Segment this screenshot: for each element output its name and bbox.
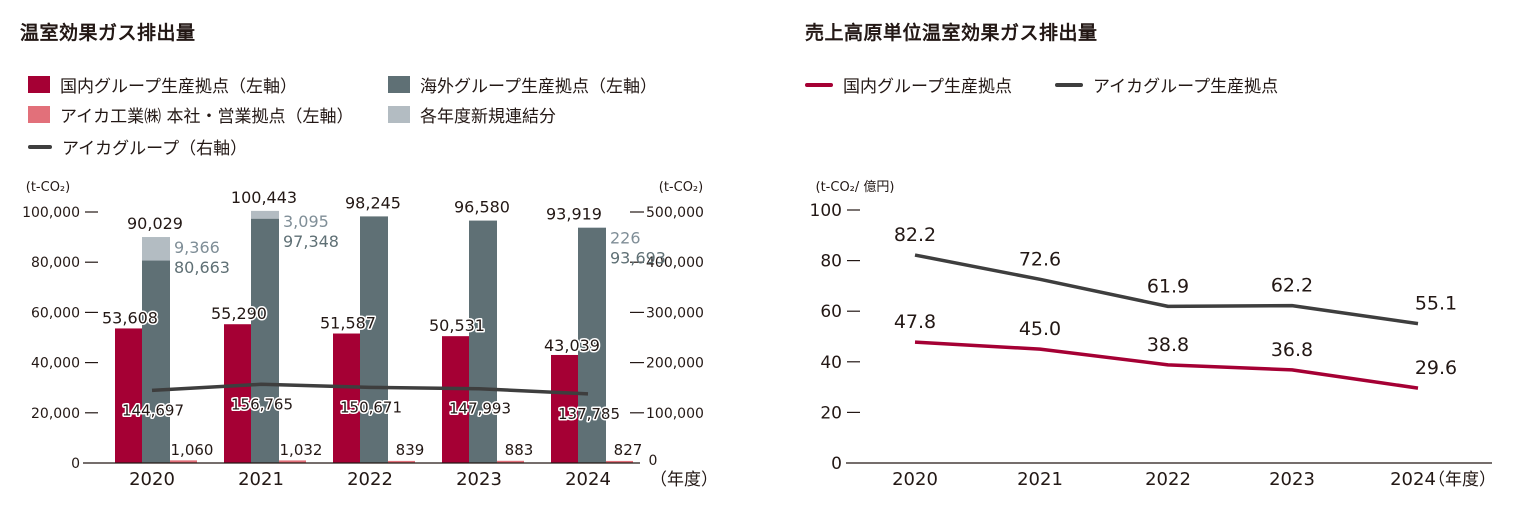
label-domestic-intensity: 38.8 bbox=[1147, 334, 1189, 356]
label-overseas-total: 96,580 bbox=[454, 198, 510, 217]
label-group-intensity: 82.2 bbox=[894, 224, 936, 246]
bar-domestic bbox=[224, 324, 251, 463]
left-x-tick-label: 2023 bbox=[456, 469, 502, 490]
label-overseas-total: 93,919 bbox=[546, 204, 602, 223]
left-y-tick-label: 80,000 bbox=[31, 255, 80, 271]
intensity-x-tick-label: 2023 bbox=[1269, 469, 1315, 490]
label-group-intensity: 72.6 bbox=[1019, 248, 1061, 270]
label-hq: 827 bbox=[614, 441, 643, 459]
intensity-x-tick-label: 2022 bbox=[1145, 469, 1191, 490]
right-y-tick-label: 200,000 bbox=[646, 356, 704, 372]
bar-overseas bbox=[251, 219, 279, 463]
bar-overseas bbox=[142, 261, 170, 463]
label-hq: 1,032 bbox=[280, 441, 323, 459]
label-domestic-intensity: 36.8 bbox=[1271, 339, 1313, 361]
left-axis-unit: (t-CO₂) bbox=[26, 180, 70, 195]
bar-new-consolidation bbox=[578, 227, 606, 228]
intensity-x-axis-label: （年度） bbox=[1428, 470, 1496, 490]
left-y-tick-label: 60,000 bbox=[31, 305, 80, 321]
intensity-x-tick-label: 2020 bbox=[892, 469, 938, 490]
charts-canvas: (t-CO₂) (t-CO₂) 0 20,000 40,000 60,000 80,000 1… bbox=[0, 0, 1520, 526]
bar-new-consolidation bbox=[142, 237, 170, 261]
label-group-intensity: 62.2 bbox=[1271, 275, 1313, 297]
label-group-total: 147,993 bbox=[449, 400, 511, 418]
label-group-total: 156,765 bbox=[231, 395, 293, 413]
label-overseas: 93,693 bbox=[610, 248, 666, 267]
label-new-consolidation: 226 bbox=[610, 228, 641, 247]
left-x-tick-label: 2024 bbox=[565, 469, 611, 490]
label-group-total: 137,785 bbox=[558, 405, 620, 423]
bar-overseas bbox=[469, 221, 497, 463]
right-y-tick-label: 300,000 bbox=[646, 305, 704, 321]
label-overseas-total: 90,029 bbox=[127, 214, 183, 233]
label-group-intensity: 55.1 bbox=[1415, 293, 1457, 315]
label-domestic-intensity: 45.0 bbox=[1019, 318, 1061, 340]
label-domestic: 43,039 bbox=[544, 336, 600, 355]
bar-new-consolidation bbox=[251, 211, 279, 219]
label-overseas: 97,348 bbox=[283, 232, 339, 251]
left-y-tick-label: 100,000 bbox=[22, 205, 80, 221]
left-x-axis-label: （年度） bbox=[650, 470, 718, 490]
intensity-y-tick-label: 80 bbox=[820, 252, 842, 272]
label-group-total: 144,697 bbox=[122, 401, 184, 419]
label-hq: 1,060 bbox=[171, 441, 214, 459]
label-domestic: 53,608 bbox=[102, 308, 158, 327]
bar-overseas bbox=[360, 216, 388, 463]
label-new-consolidation: 9,366 bbox=[174, 238, 220, 257]
intensity-y-tick-label: 40 bbox=[820, 353, 842, 373]
label-domestic: 51,587 bbox=[320, 314, 376, 333]
label-overseas-total: 98,245 bbox=[345, 193, 401, 212]
intensity-y-tick-label: 0 bbox=[831, 454, 842, 474]
right-y-tick-label: 100,000 bbox=[646, 406, 704, 422]
left-y-tick-label: 20,000 bbox=[31, 406, 80, 422]
bar-domestic bbox=[115, 328, 142, 463]
label-domestic: 50,531 bbox=[429, 316, 485, 335]
label-hq: 883 bbox=[505, 441, 534, 459]
label-overseas-total: 100,443 bbox=[231, 188, 297, 207]
left-x-tick-label: 2020 bbox=[129, 469, 175, 490]
intensity-y-tick-label: 60 bbox=[820, 302, 842, 322]
label-group-total: 150,671 bbox=[340, 398, 402, 416]
right-y-tick-label: 0 bbox=[649, 453, 658, 469]
right-y-tick-label: 500,000 bbox=[646, 205, 704, 221]
label-group-intensity: 61.9 bbox=[1147, 275, 1189, 297]
intensity-x-tick-label: 2021 bbox=[1017, 469, 1063, 490]
label-domestic: 55,290 bbox=[211, 304, 267, 323]
intensity-y-tick-label: 20 bbox=[820, 403, 842, 423]
intensity-axis-unit: (t-CO₂/ 億円) bbox=[816, 179, 895, 195]
label-domestic-intensity: 29.6 bbox=[1415, 357, 1457, 379]
label-overseas: 80,663 bbox=[174, 258, 230, 277]
left-y-tick-label: 0 bbox=[71, 456, 80, 472]
left-x-tick-label: 2022 bbox=[347, 469, 393, 490]
label-domestic-intensity: 47.8 bbox=[894, 311, 936, 333]
left-x-tick-label: 2021 bbox=[238, 469, 284, 490]
right-axis-unit: (t-CO₂) bbox=[659, 180, 703, 195]
label-new-consolidation: 3,095 bbox=[283, 212, 329, 231]
left-y-tick-label: 40,000 bbox=[31, 356, 80, 372]
intensity-y-tick-label: 100 bbox=[810, 201, 842, 221]
label-hq: 839 bbox=[396, 441, 425, 459]
